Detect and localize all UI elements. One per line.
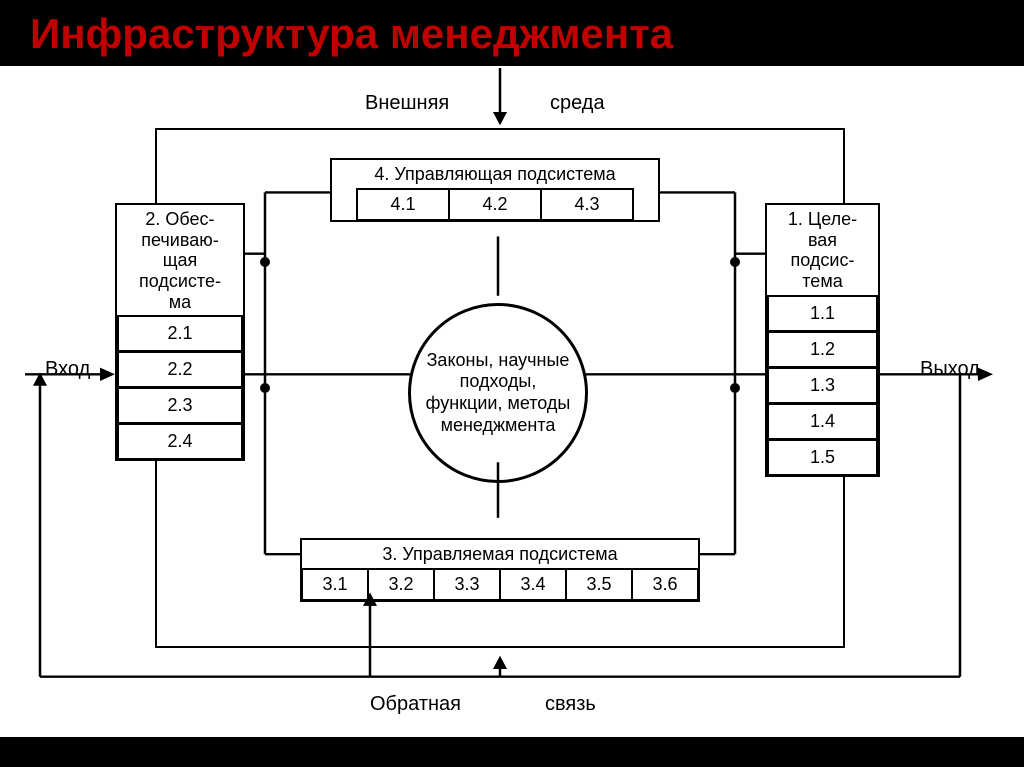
subsystem-1: 1. Целе- вая подсис- тема 1.1 1.2 1.3 1.… xyxy=(765,203,880,477)
output-label: Выход xyxy=(920,358,980,381)
cell-2-1: 2.1 xyxy=(117,315,243,352)
cell-2-2: 2.2 xyxy=(117,351,243,388)
subsystem-3-title: 3. Управляемая подсистема xyxy=(302,540,698,569)
node-dot xyxy=(730,383,740,393)
cell-3-6: 3.6 xyxy=(631,568,699,601)
subsystem-2-title: 2. Обес- печиваю- щая подсисте- ма xyxy=(117,205,243,316)
cell-1-1: 1.1 xyxy=(767,295,878,332)
feedback-label-left: Обратная xyxy=(370,693,461,716)
node-dot xyxy=(260,257,270,267)
subsystem-2-cells: 2.1 2.2 2.3 2.4 xyxy=(117,315,243,460)
cell-4-3: 4.3 xyxy=(540,188,634,221)
env-label-left: Внешняя xyxy=(365,92,449,115)
cell-1-2: 1.2 xyxy=(767,331,878,368)
cell-2-4: 2.4 xyxy=(117,423,243,460)
node-dot xyxy=(260,383,270,393)
cell-3-2: 3.2 xyxy=(367,568,435,601)
cell-3-1: 3.1 xyxy=(301,568,369,601)
cell-1-4: 1.4 xyxy=(767,403,878,440)
subsystem-4-title: 4. Управляющая подсистема xyxy=(332,160,658,189)
cell-4-1: 4.1 xyxy=(356,188,450,221)
cell-3-4: 3.4 xyxy=(499,568,567,601)
cell-2-3: 2.3 xyxy=(117,387,243,424)
diagram-area: Внешняя среда Вход Выход Обратная связь … xyxy=(0,68,1024,737)
subsystem-2: 2. Обес- печиваю- щая подсисте- ма 2.1 2… xyxy=(115,203,245,461)
subsystem-4: 4. Управляющая подсистема 4.1 4.2 4.3 xyxy=(330,158,660,222)
bottom-bar xyxy=(0,737,1024,767)
cell-3-3: 3.3 xyxy=(433,568,501,601)
env-label-right: среда xyxy=(550,92,605,115)
subsystem-1-title: 1. Целе- вая подсис- тема xyxy=(767,205,878,296)
node-dot xyxy=(730,257,740,267)
page-title: Инфраструктура менеджмента xyxy=(30,10,994,58)
subsystem-1-cells: 1.1 1.2 1.3 1.4 1.5 xyxy=(767,295,878,476)
cell-1-3: 1.3 xyxy=(767,367,878,404)
cell-4-2: 4.2 xyxy=(448,188,542,221)
feedback-label-right: связь xyxy=(545,693,596,716)
center-text: Законы, научные подходы, функции, методы… xyxy=(419,350,577,436)
cell-1-5: 1.5 xyxy=(767,439,878,476)
subsystem-4-cells: 4.1 4.2 4.3 xyxy=(332,189,658,220)
subsystem-3-cells: 3.1 3.2 3.3 3.4 3.5 3.6 xyxy=(302,569,698,600)
subsystem-3: 3. Управляемая подсистема 3.1 3.2 3.3 3.… xyxy=(300,538,700,602)
cell-3-5: 3.5 xyxy=(565,568,633,601)
center-circle: Законы, научные подходы, функции, методы… xyxy=(408,303,588,483)
input-label: Вход xyxy=(45,358,90,381)
title-bar: Инфраструктура менеджмента xyxy=(0,0,1024,66)
